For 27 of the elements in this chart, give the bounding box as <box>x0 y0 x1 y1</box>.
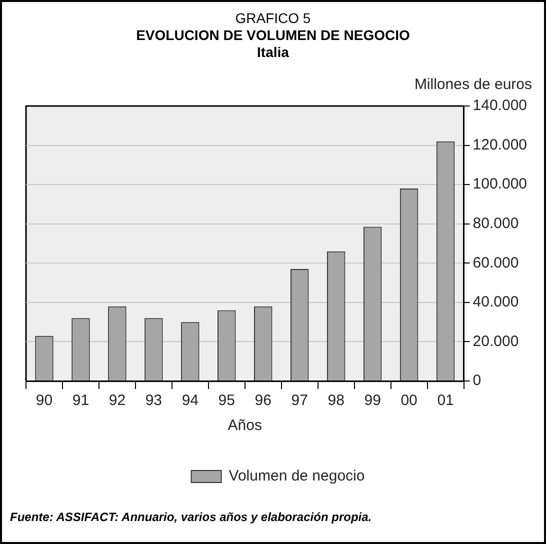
x-tick-label: 96 <box>254 392 272 410</box>
chart-title: EVOLUCION DE VOLUMEN DE NEGOCIO <box>135 27 411 43</box>
y-tick-label: 100.000 <box>472 176 528 193</box>
x-tick-label: 00 <box>400 392 418 410</box>
x-tick-label: 94 <box>182 392 199 410</box>
y-tick-label: 20.000 <box>472 332 519 350</box>
chart-subtitle: Italia <box>256 44 290 60</box>
y-tick-label: 80.000 <box>472 215 519 232</box>
y-tick-label: 140.000 <box>472 97 528 114</box>
x-tick-label: 90 <box>36 392 53 410</box>
x-tick-label: 99 <box>364 392 381 410</box>
x-tick-label: 95 <box>218 392 235 410</box>
legend-label: Volumen de negocio <box>228 468 365 485</box>
source-note: Fuente: ASSIFACT: Annuario, varios años y elaboración propia. <box>10 510 372 524</box>
x-tick-label: 97 <box>291 392 308 410</box>
x-tick-label: 93 <box>145 392 162 410</box>
x-tick-label: 92 <box>108 392 126 410</box>
x-tick-label: 98 <box>328 392 344 410</box>
y-tick-label: 120.000 <box>472 136 528 154</box>
text: GRAFICO 5 <box>234 10 312 26</box>
y-tick-label: 60.000 <box>472 254 519 272</box>
y-tick-label: 0 <box>472 372 482 390</box>
x-tick-label: 01 <box>437 392 454 410</box>
y-tick-label: 40.000 <box>472 294 519 311</box>
x-tick-label: 91 <box>72 392 90 410</box>
y-axis-title: Millones de euros <box>414 76 532 93</box>
x-axis-title: Años <box>228 417 262 434</box>
